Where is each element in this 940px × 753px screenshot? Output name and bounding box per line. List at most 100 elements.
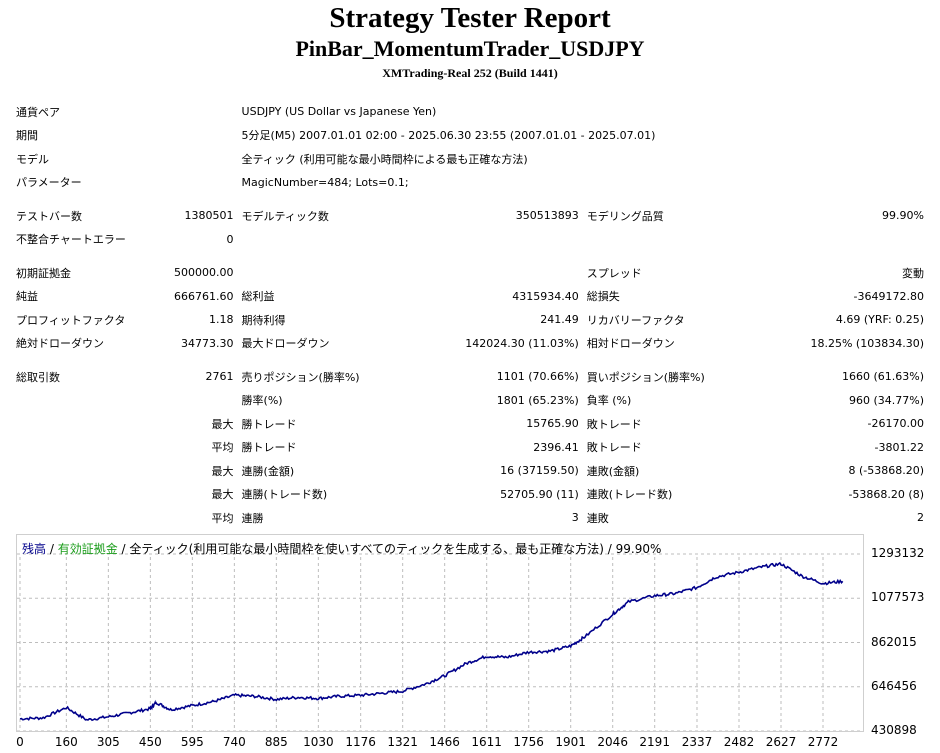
- average-prefix: 平均: [211, 441, 234, 455]
- row-model: モデル 全ティック (利用可能な最小時間枠による最も正確な方法): [12, 147, 928, 171]
- report-title: Strategy Tester Report: [329, 2, 611, 34]
- x-tick-label: 1030: [303, 735, 334, 749]
- period-value: 5分足(M5) 2007.01.01 02:00 - 2025.06.30 23…: [241, 129, 656, 143]
- loss-rate-value: 960 (34.77%): [848, 393, 924, 407]
- deposit-value: 500000.00: [174, 266, 234, 280]
- params-value: MagicNumber=484; Lots=0.1;: [241, 175, 409, 189]
- max-cons-win-value: 16 (37159.50): [500, 464, 579, 478]
- row-params: パラメーター MagicNumber=484; Lots=0.1;: [12, 171, 928, 195]
- max-cons-profit-value: 52705.90 (11): [500, 487, 579, 501]
- legend-separator: /: [46, 542, 58, 556]
- largest-loss-label: 敗トレード: [586, 417, 642, 431]
- row-trades: 総取引数 2761 売りポジション(勝率%) 1101 (70.66%) 買いポ…: [12, 365, 928, 389]
- y-tick-label: 430898: [871, 723, 917, 737]
- expected-value: 241.49: [540, 313, 579, 327]
- recovery-value: 4.69 (YRF: 0.25): [835, 313, 924, 327]
- pf-value: 1.18: [209, 313, 234, 327]
- max-cons-profit-label: 連勝(トレード数): [241, 488, 328, 502]
- gross-loss-value: -3649172.80: [853, 289, 924, 303]
- x-tick-label: 2337: [681, 735, 713, 749]
- loss-rate-label: 負率 (%): [586, 394, 632, 408]
- x-tick-label: 1901: [555, 735, 586, 749]
- legend-balance: 残高: [22, 542, 47, 556]
- mismatch-label: 不整合チャートエラー: [16, 233, 126, 247]
- long-value: 1660 (61.63%): [841, 370, 924, 384]
- x-tick-label: 0: [16, 735, 24, 749]
- largest-win-label: 勝トレード: [241, 417, 297, 431]
- pf-label: プロフィットファクタ: [16, 313, 126, 327]
- row-net: 純益 666761.60 総利益 4315934.40 総損失 -3649172…: [12, 285, 928, 309]
- balance-line: [19, 561, 844, 722]
- x-tick-label: 2046: [597, 735, 628, 749]
- row-pf: プロフィットファクタ 1.18 期待利得 241.49 リカバリーファクタ 4.…: [12, 308, 928, 332]
- rel-dd-label: 相対ドローダウン: [586, 337, 675, 351]
- x-tick-label: 1321: [387, 735, 418, 749]
- max-cons-win-label: 連勝(金額): [241, 464, 295, 478]
- avg-cons-win-label: 連勝: [241, 511, 264, 525]
- row-winrate: 勝率(%) 1801 (65.23%) 負率 (%) 960 (34.77%): [12, 389, 928, 413]
- model-value: 全ティック (利用可能な最小時間枠による最も正確な方法): [241, 152, 528, 166]
- rel-dd-value: 18.25% (103834.30): [810, 336, 924, 350]
- symbol-label: 通貨ペア: [16, 105, 60, 119]
- deposit-label: 初期証拠金: [16, 266, 71, 280]
- x-tick-label: 2772: [807, 735, 839, 749]
- bars-value: 1380501: [184, 209, 234, 223]
- bars-label: テストバー数: [16, 209, 82, 223]
- avg-loss-label: 敗トレード: [586, 441, 642, 455]
- x-tick-label: 2191: [639, 735, 670, 749]
- avg-cons-loss-value: 2: [917, 511, 924, 525]
- avg-loss-value: -3801.22: [874, 440, 924, 454]
- win-rate-label: 勝率(%): [241, 394, 283, 408]
- row-period: 期間 5分足(M5) 2007.01.01 02:00 - 2025.06.30…: [12, 124, 928, 148]
- row-bars: テストバー数 1380501 モデルティック数 350513893 モデリング品…: [12, 204, 928, 228]
- y-tick-label: 646456: [871, 678, 917, 693]
- server-build: XMTrading-Real 252 (Build 1441): [382, 66, 558, 80]
- gross-loss-label: 総損失: [586, 290, 620, 304]
- x-tick-label: 2627: [765, 735, 797, 749]
- net-label: 純益: [16, 290, 38, 304]
- row-average: 平均 勝トレード 2396.41 敗トレード -3801.22: [12, 436, 928, 460]
- avg-win-value: 2396.41: [533, 440, 579, 454]
- max-cons-amount-prefix: 最大: [211, 488, 234, 502]
- legend-equity: 有効証拠金: [57, 542, 118, 556]
- legend-separator: /: [117, 542, 130, 556]
- x-tick-label: 1611: [471, 735, 502, 749]
- x-tick-label: 1466: [429, 735, 460, 749]
- largest-loss-value: -26170.00: [867, 417, 924, 431]
- spread-value: 変動: [902, 266, 924, 280]
- x-tick-label: 2482: [723, 735, 755, 749]
- max-cons-loss-value: 8 (-53868.20): [848, 464, 924, 478]
- ticks-value: 350513893: [515, 209, 579, 223]
- x-tick-label: 450: [138, 735, 162, 749]
- params-label: パラメーター: [16, 176, 82, 190]
- chart-plot: [17, 553, 863, 731]
- model-label: モデル: [16, 152, 49, 166]
- x-tick-label: 305: [96, 735, 120, 749]
- row-max-consecutive-amount: 最大 連勝(トレード数) 52705.90 (11) 連敗(トレード数) -53…: [12, 483, 928, 507]
- legend-model: 全ティック(利用可能な最小時間枠を使いすべてのティックを生成する、最も正確な方法…: [129, 542, 662, 556]
- abs-dd-value: 34773.30: [181, 336, 234, 350]
- avg-cons-win-value: 3: [571, 511, 579, 525]
- short-value: 1101 (70.66%): [496, 370, 579, 384]
- balance-chart: [16, 534, 864, 732]
- row-symbol: 通貨ペア USDJPY (US Dollar vs Japanese Yen): [12, 100, 928, 124]
- x-tick-label: 160: [54, 735, 78, 749]
- avg-cons-loss-label: 連敗: [586, 511, 609, 525]
- period-label: 期間: [16, 129, 38, 143]
- max-dd-label: 最大ドローダウン: [241, 337, 330, 351]
- ticks-label: モデルティック数: [241, 209, 329, 223]
- y-tick-label: 1293132: [871, 546, 925, 560]
- ea-name: PinBar_MomentumTrader_USDJPY: [295, 36, 645, 61]
- recovery-label: リカバリーファクタ: [586, 313, 685, 327]
- expected-label: 期待利得: [241, 313, 286, 327]
- net-value: 666761.60: [174, 289, 234, 303]
- total-trades-label: 総取引数: [16, 370, 60, 384]
- row-mismatch: 不整合チャートエラー 0: [12, 228, 928, 252]
- max-cons-lossamt-value: -53868.20 (8): [848, 487, 924, 501]
- row-drawdown: 絶対ドローダウン 34773.30 最大ドローダウン 142024.30 (11…: [12, 332, 928, 356]
- mismatch-value: 0: [226, 232, 234, 246]
- max-dd-value: 142024.30 (11.03%): [465, 336, 579, 350]
- report-table: 通貨ペア USDJPY (US Dollar vs Japanese Yen) …: [12, 100, 928, 530]
- avg-cons-prefix: 平均: [211, 511, 234, 525]
- row-largest: 最大 勝トレード 15765.90 敗トレード -26170.00: [12, 412, 928, 436]
